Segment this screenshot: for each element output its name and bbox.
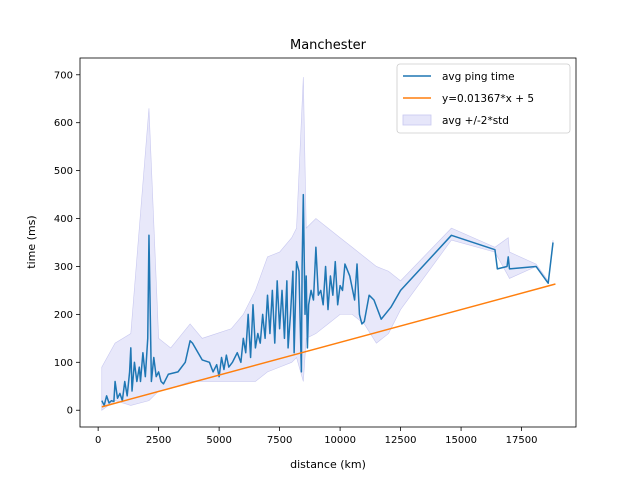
x-tick-label: 10000 (324, 435, 356, 446)
y-tick-label: 300 (54, 262, 73, 273)
x-axis: 0 2500 5000 7500 10000 12500 15000 17500 (95, 427, 538, 446)
y-tick-label: 400 (54, 214, 73, 225)
y-tick-label: 500 (54, 166, 73, 177)
y-tick-label: 100 (54, 358, 73, 369)
y-tick-label: 200 (54, 310, 73, 321)
legend-label-band: avg +/-2*std (442, 115, 509, 127)
y-axis-label: time (ms) (25, 215, 38, 268)
y-tick-label: 600 (54, 118, 73, 129)
avg-ping-line (101, 193, 554, 407)
y-tick-label: 700 (54, 70, 73, 81)
fit-line (101, 283, 556, 408)
chart-title: Manchester (290, 38, 367, 53)
axes-frame (79, 57, 577, 428)
legend-label-avg: avg ping time (442, 71, 515, 83)
legend-swatch-band (402, 114, 432, 126)
x-tick-label: 15000 (445, 435, 477, 446)
x-tick-label: 2500 (146, 435, 171, 446)
y-tick-label: 0 (67, 406, 73, 417)
x-tick-label: 5000 (206, 435, 231, 446)
legend-box (396, 63, 571, 134)
legend-label-fit: y=0.01367*x + 5 (442, 93, 534, 105)
x-axis-label: distance (km) (290, 458, 366, 471)
legend: avg ping time y=0.01367*x + 5 avg +/-2*s… (396, 63, 571, 134)
x-tick-label: 7500 (267, 435, 292, 446)
x-tick-label: 12500 (385, 435, 417, 446)
x-tick-label: 0 (95, 435, 101, 446)
plot-area (101, 77, 556, 411)
x-tick-label: 17500 (506, 435, 538, 446)
y-axis: 0 100 200 300 400 500 600 700 (54, 70, 80, 417)
